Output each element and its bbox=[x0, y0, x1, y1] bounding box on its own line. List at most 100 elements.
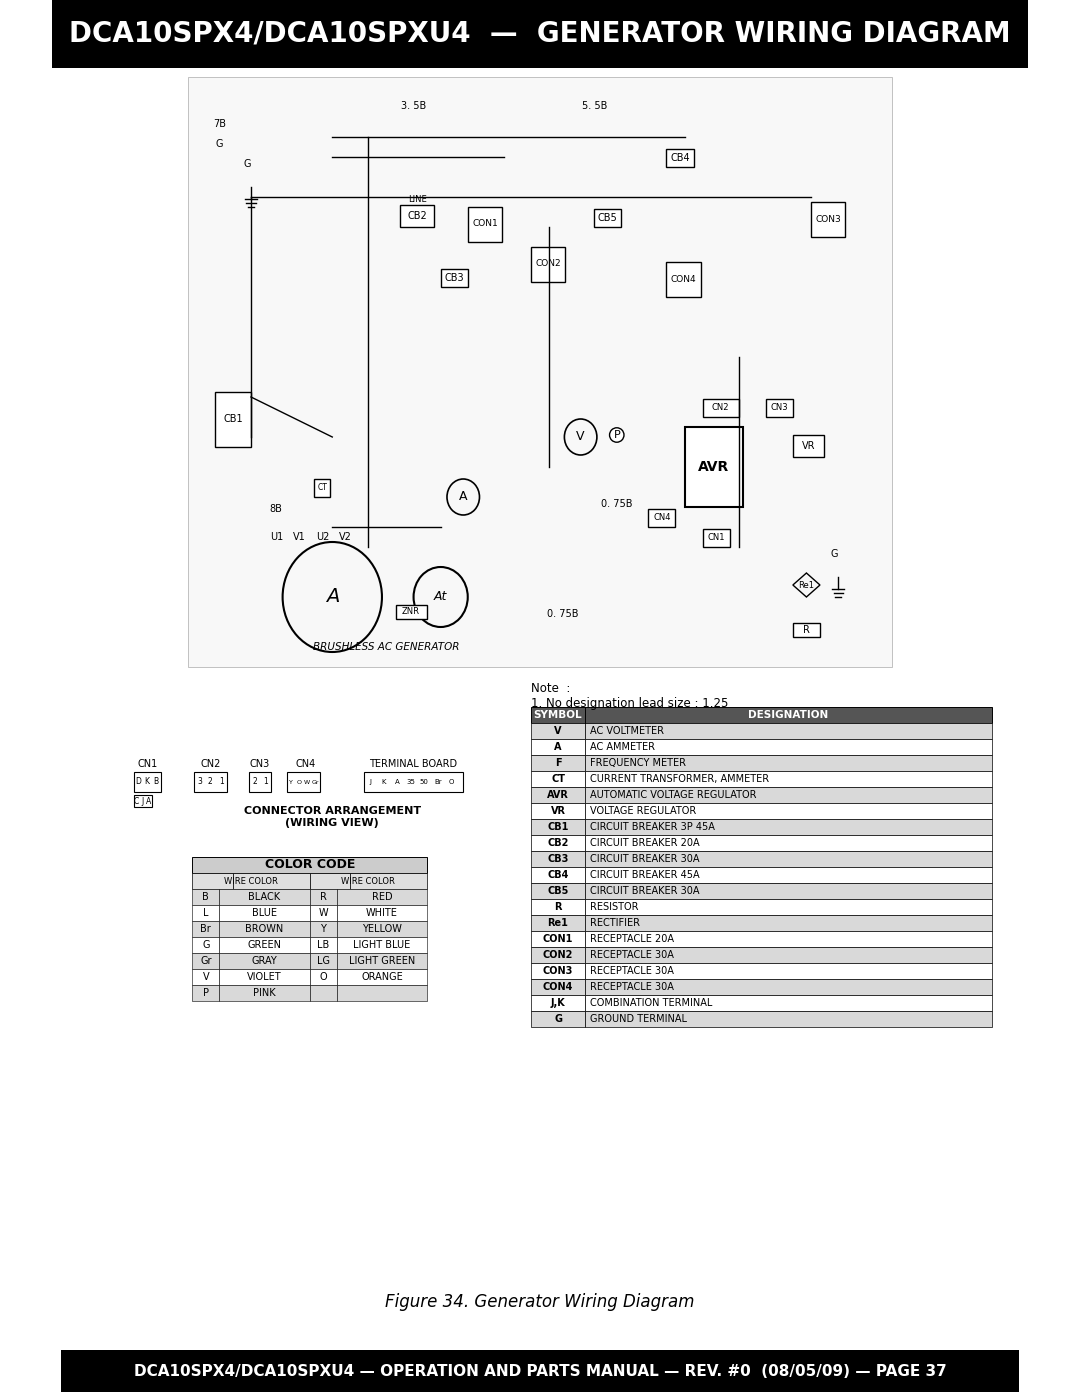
Text: C: C bbox=[134, 796, 139, 806]
Text: A: A bbox=[146, 796, 151, 806]
Bar bbox=[585, 1011, 991, 1027]
Bar bbox=[219, 970, 310, 985]
Text: Note  :
1. No designation lead size : 1.25: Note : 1. No designation lead size : 1.2… bbox=[531, 682, 728, 710]
Bar bbox=[310, 985, 337, 1002]
Text: CN1: CN1 bbox=[707, 534, 725, 542]
Bar bbox=[531, 724, 585, 739]
Bar bbox=[585, 819, 991, 835]
Bar bbox=[793, 434, 824, 457]
Text: RECTIFIER: RECTIFIER bbox=[590, 918, 639, 928]
Bar bbox=[192, 985, 219, 1002]
Text: CIRCUIT BREAKER 45A: CIRCUIT BREAKER 45A bbox=[590, 870, 699, 880]
Text: P: P bbox=[203, 988, 208, 997]
Bar bbox=[337, 970, 427, 985]
Text: DCA10SPX4/DCA10SPXU4 — OPERATION AND PARTS MANUAL — REV. #0  (08/05/09) — PAGE 3: DCA10SPX4/DCA10SPXU4 — OPERATION AND PAR… bbox=[134, 1363, 946, 1379]
Text: ZNR: ZNR bbox=[402, 608, 420, 616]
Text: A: A bbox=[459, 490, 468, 503]
Bar bbox=[766, 400, 793, 416]
Text: A: A bbox=[554, 742, 562, 752]
Text: RESISTOR: RESISTOR bbox=[590, 902, 638, 912]
Text: CIRCUIT BREAKER 20A: CIRCUIT BREAKER 20A bbox=[590, 838, 699, 848]
Text: 8B: 8B bbox=[270, 504, 283, 514]
Text: 1: 1 bbox=[219, 778, 224, 787]
Text: RECEPTACLE 30A: RECEPTACLE 30A bbox=[590, 982, 674, 992]
Text: CB3: CB3 bbox=[548, 854, 569, 863]
Bar bbox=[531, 915, 585, 930]
Bar bbox=[585, 979, 991, 995]
Bar bbox=[219, 937, 310, 953]
Text: Y: Y bbox=[288, 780, 293, 785]
Bar bbox=[310, 873, 350, 888]
Bar bbox=[310, 905, 337, 921]
Text: CN4: CN4 bbox=[653, 514, 671, 522]
Text: CONNECTOR ARRANGEMENT
(WIRING VIEW): CONNECTOR ARRANGEMENT (WIRING VIEW) bbox=[244, 806, 421, 828]
Bar bbox=[703, 529, 730, 548]
Text: V: V bbox=[554, 726, 562, 736]
Bar bbox=[192, 937, 219, 953]
Text: BLACK: BLACK bbox=[248, 893, 281, 902]
Text: CN3: CN3 bbox=[770, 404, 788, 412]
Bar bbox=[531, 995, 585, 1011]
Text: CON1: CON1 bbox=[543, 935, 573, 944]
Bar bbox=[468, 207, 502, 242]
Bar bbox=[531, 819, 585, 835]
Bar bbox=[337, 937, 427, 953]
Bar bbox=[585, 915, 991, 930]
Text: RECEPTACLE 20A: RECEPTACLE 20A bbox=[590, 935, 674, 944]
Bar bbox=[666, 263, 701, 298]
Text: GREEN: GREEN bbox=[247, 940, 282, 950]
Text: V2: V2 bbox=[339, 532, 352, 542]
Bar bbox=[287, 773, 320, 792]
Bar bbox=[192, 921, 219, 937]
Text: VR: VR bbox=[801, 441, 815, 451]
Text: GROUND TERMINAL: GROUND TERMINAL bbox=[590, 1014, 687, 1024]
Bar bbox=[310, 937, 337, 953]
Text: F: F bbox=[555, 759, 562, 768]
Bar bbox=[364, 773, 463, 792]
Bar bbox=[531, 803, 585, 819]
Bar bbox=[531, 963, 585, 979]
Text: P: P bbox=[613, 430, 620, 440]
Bar bbox=[395, 605, 427, 619]
Bar bbox=[310, 970, 337, 985]
Bar bbox=[219, 905, 310, 921]
Bar bbox=[531, 754, 585, 771]
Text: U2: U2 bbox=[316, 532, 329, 542]
Text: B: B bbox=[153, 778, 159, 787]
Text: CB4: CB4 bbox=[548, 870, 569, 880]
Bar bbox=[531, 707, 991, 724]
Bar bbox=[192, 873, 233, 888]
Bar bbox=[531, 979, 585, 995]
Bar bbox=[585, 963, 991, 979]
Text: CB3: CB3 bbox=[444, 272, 464, 284]
Text: J: J bbox=[369, 780, 372, 785]
Text: SYMBOL: SYMBOL bbox=[534, 710, 582, 719]
Text: AC AMMETER: AC AMMETER bbox=[590, 742, 654, 752]
Text: AC VOLTMETER: AC VOLTMETER bbox=[590, 726, 664, 736]
Text: VR: VR bbox=[551, 806, 566, 816]
Text: CT: CT bbox=[551, 774, 565, 784]
Text: V1: V1 bbox=[293, 532, 306, 542]
Bar bbox=[585, 930, 991, 947]
Bar bbox=[585, 883, 991, 900]
Text: CN1: CN1 bbox=[137, 759, 158, 768]
Text: BROWN: BROWN bbox=[245, 923, 284, 935]
Bar bbox=[585, 724, 991, 739]
Bar bbox=[134, 773, 161, 792]
Text: R: R bbox=[320, 893, 326, 902]
Text: 5. 5B: 5. 5B bbox=[581, 101, 607, 110]
Bar bbox=[310, 953, 337, 970]
Text: J: J bbox=[141, 796, 144, 806]
Bar bbox=[585, 947, 991, 963]
Bar bbox=[585, 787, 991, 803]
Text: R: R bbox=[804, 624, 810, 636]
Text: 2: 2 bbox=[208, 778, 213, 787]
Bar bbox=[192, 905, 219, 921]
Text: WHITE: WHITE bbox=[366, 908, 397, 918]
Text: G: G bbox=[831, 549, 838, 559]
Text: Br: Br bbox=[434, 780, 442, 785]
Text: CIRCUIT BREAKER 3P 45A: CIRCUIT BREAKER 3P 45A bbox=[590, 821, 715, 833]
Text: K: K bbox=[145, 778, 150, 787]
Text: TERMINAL BOARD: TERMINAL BOARD bbox=[369, 759, 458, 768]
Bar bbox=[585, 739, 991, 754]
